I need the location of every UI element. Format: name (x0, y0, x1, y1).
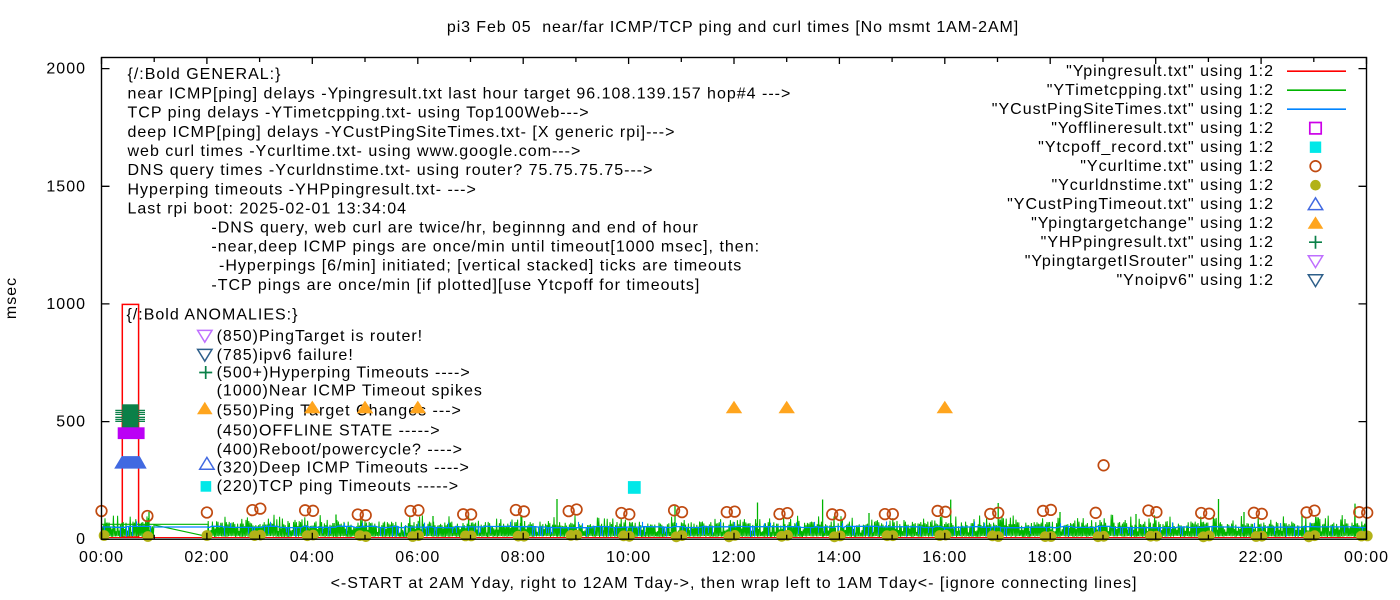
svg-text:02:00: 02:00 (184, 549, 229, 566)
svg-text:(220)TCP ping Timeouts ----->: (220)TCP ping Timeouts -----> (217, 478, 460, 495)
svg-text:-DNS query, web curl are twice: -DNS query, web curl are twice/hr, begin… (211, 219, 698, 236)
svg-text:22:00: 22:00 (1239, 549, 1284, 566)
svg-text:"Ycurldnstime.txt" using 1:2: "Ycurldnstime.txt" using 1:2 (1051, 177, 1274, 194)
svg-text:2000: 2000 (46, 61, 86, 78)
svg-text:"Ynoipv6" using 1:2: "Ynoipv6" using 1:2 (1116, 272, 1274, 289)
svg-text:(1000)Near ICMP Timeout spikes: (1000)Near ICMP Timeout spikes (217, 383, 483, 400)
svg-text:"YpingtargetISrouter" using 1:: "YpingtargetISrouter" using 1:2 (1025, 253, 1274, 270)
svg-text:-Hyperpings [6/min] initiated;: -Hyperpings [6/min] initiated; [vertical… (219, 258, 742, 275)
svg-text:near ICMP[ping] delays -Ypingr: near ICMP[ping] delays -Ypingresult.txt … (128, 85, 792, 102)
svg-text:web curl times -Ycurltime.txt-: web curl times -Ycurltime.txt- using www… (127, 143, 582, 160)
svg-text:"Ypingresult.txt" using 1:2: "Ypingresult.txt" using 1:2 (1066, 63, 1274, 80)
svg-text:"YCustPingSiteTimes.txt" using: "YCustPingSiteTimes.txt" using 1:2 (992, 101, 1274, 118)
svg-text:TCP ping delays -YTimetcpping.: TCP ping delays -YTimetcpping.txt- using… (128, 105, 590, 122)
svg-text:10:00: 10:00 (606, 549, 651, 566)
svg-text:20:00: 20:00 (1133, 549, 1178, 566)
svg-text:12:00: 12:00 (711, 549, 756, 566)
svg-text:06:00: 06:00 (395, 549, 440, 566)
svg-text:"Ypingtargetchange" using 1:2: "Ypingtargetchange" using 1:2 (1031, 215, 1274, 232)
svg-text:1500: 1500 (46, 178, 86, 195)
svg-text:<-START at 2AM Yday, right to: <-START at 2AM Yday, right to 12AM Tday-… (331, 575, 1138, 592)
svg-text:DNS query times -Ycurldnstime.: DNS query times -Ycurldnstime.txt- using… (128, 162, 654, 179)
svg-text:"Ycurltime.txt" using 1:2: "Ycurltime.txt" using 1:2 (1080, 158, 1274, 175)
svg-text:(400)Reboot/powercycle? ---->: (400)Reboot/powercycle? ----> (217, 442, 463, 459)
svg-text:(500+)Hyperping Timeouts ---->: (500+)Hyperping Timeouts ----> (217, 365, 471, 382)
svg-text:(550)Ping Target Changes --->: (550)Ping Target Changes ---> (217, 402, 462, 419)
svg-text:16:00: 16:00 (922, 549, 967, 566)
svg-text:"YCustPingTimeout.txt" using 1: "YCustPingTimeout.txt" using 1:2 (1007, 196, 1274, 213)
svg-text:"YHPpingresult.txt" using 1:2: "YHPpingresult.txt" using 1:2 (1041, 234, 1274, 251)
svg-text:04:00: 04:00 (290, 549, 335, 566)
svg-text:500: 500 (56, 414, 86, 431)
svg-text:(320)Deep ICMP Timeouts ---->: (320)Deep ICMP Timeouts ----> (217, 460, 470, 477)
svg-text:(785)ipv6 failure!: (785)ipv6 failure! (217, 347, 354, 364)
svg-text:1000: 1000 (46, 296, 86, 313)
svg-text:18:00: 18:00 (1028, 549, 1073, 566)
svg-text:deep ICMP[ping] delays -YCustP: deep ICMP[ping] delays -YCustPingSiteTim… (128, 124, 676, 141)
svg-text:14:00: 14:00 (817, 549, 862, 566)
svg-text:"Ytcpoff_record.txt" using 1:2: "Ytcpoff_record.txt" using 1:2 (1038, 139, 1274, 156)
svg-text:Hyperping timeouts -YHPpingres: Hyperping timeouts -YHPpingresult.txt- -… (128, 181, 477, 198)
svg-text:Last rpi boot: 2025-02-01 13:3: Last rpi boot: 2025-02-01 13:34:04 (128, 201, 408, 218)
svg-text:00:00: 00:00 (1344, 549, 1389, 566)
svg-text:"Yofflineresult.txt" using 1:2: "Yofflineresult.txt" using 1:2 (1051, 120, 1274, 137)
svg-text:-TCP pings are once/min [if pl: -TCP pings are once/min [if plotted][use… (211, 277, 700, 294)
svg-text:08:00: 08:00 (501, 549, 546, 566)
svg-text:{/:Bold ANOMALIES:}: {/:Bold ANOMALIES:} (127, 306, 299, 323)
svg-text:"YTimetcpping.txt" using 1:2: "YTimetcpping.txt" using 1:2 (1047, 82, 1274, 99)
svg-text:(450)OFFLINE STATE ----->: (450)OFFLINE STATE -----> (217, 423, 441, 440)
svg-text:msec: msec (3, 277, 20, 319)
svg-text:pi3 Feb 05 near/far ICMP/TCP: pi3 Feb 05 near/far ICMP/TCP ping and cu… (447, 19, 1019, 36)
svg-text:-near,deep ICMP pings are once: -near,deep ICMP pings are once/min until… (211, 239, 760, 256)
svg-text:00:00: 00:00 (79, 549, 124, 566)
svg-text:{/:Bold GENERAL:}: {/:Bold GENERAL:} (128, 66, 282, 83)
svg-text:0: 0 (76, 531, 86, 548)
svg-text:(850)PingTarget is router!: (850)PingTarget is router! (217, 328, 424, 345)
